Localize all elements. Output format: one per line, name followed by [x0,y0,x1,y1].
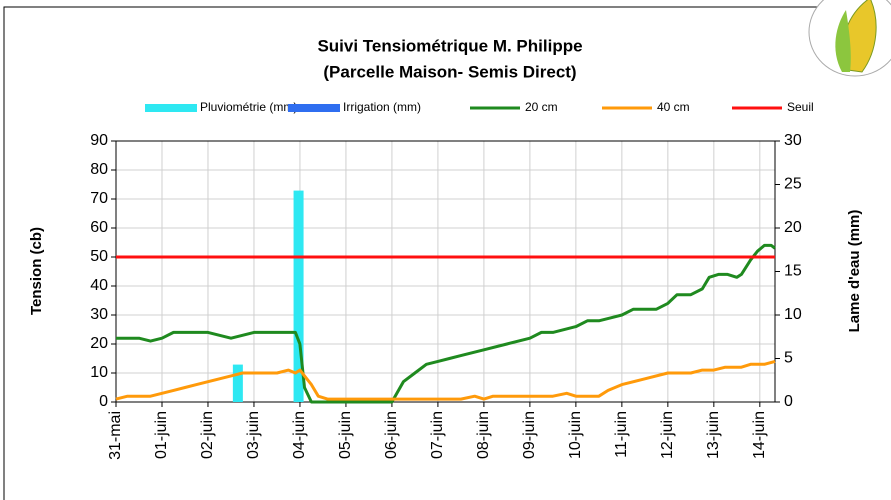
x-tick-label: 07-juin [429,411,446,459]
legend-label: Seuil [787,100,814,114]
x-tick-label: 01-juin [153,411,170,459]
y-tick-label: 0 [99,393,108,410]
line [116,361,775,399]
y2-tick-label: 15 [784,263,802,280]
x-tick-label: 09-juin [521,411,538,459]
x-tick-label: 04-juin [291,411,308,459]
y-tick-label: 20 [90,335,108,352]
x-tick-label: 02-juin [199,411,216,459]
chart-title: Suivi Tensiométrique M. Philippe [317,36,582,55]
y2-tick-label: 30 [784,132,802,149]
legend-label: Irrigation (mm) [343,100,421,114]
y2-axis-title: Lame d'eau (mm) [846,210,863,333]
x-tick-label: 08-juin [475,411,492,459]
y-axis-title: Tension (cb) [28,227,45,315]
x-tick-label: 10-juin [567,411,584,459]
legend-label: 20 cm [525,100,558,114]
y2-tick-label: 20 [784,219,802,236]
y-tick-label: 60 [90,219,108,236]
corn-illustration [809,0,891,76]
chart: Suivi Tensiométrique M. Philippe (Parcel… [0,0,891,500]
y-tick-label: 80 [90,161,108,178]
x-tick-label: 05-juin [337,411,354,459]
plot-area [116,141,775,402]
y2-tick-label: 25 [784,176,802,193]
bar [233,365,243,402]
x-tick-label: 31-mai [107,411,124,460]
legend-label: Pluviométrie (mm) [200,100,297,114]
chart-subtitle: (Parcelle Maison- Semis Direct) [323,62,576,81]
y-tick-label: 50 [90,248,108,265]
x-tick-label: 06-juin [383,411,400,459]
x-tick-label: 14-juin [751,411,768,459]
y-tick-label: 40 [90,277,108,294]
x-tick-label: 12-juin [659,411,676,459]
y2-tick-label: 0 [784,393,793,410]
x-tick-label: 11-juin [613,411,630,458]
y-tick-label: 90 [90,132,108,149]
y-tick-label: 70 [90,190,108,207]
x-tick-label: 03-juin [245,411,262,459]
legend-swatch [288,104,340,112]
y2-tick-label: 5 [784,350,793,367]
y2-tick-label: 10 [784,306,802,323]
legend-label: 40 cm [657,100,690,114]
y-tick-label: 30 [90,306,108,323]
y-tick-label: 10 [90,364,108,381]
legend-swatch [145,104,197,112]
x-tick-label: 13-juin [705,411,722,459]
